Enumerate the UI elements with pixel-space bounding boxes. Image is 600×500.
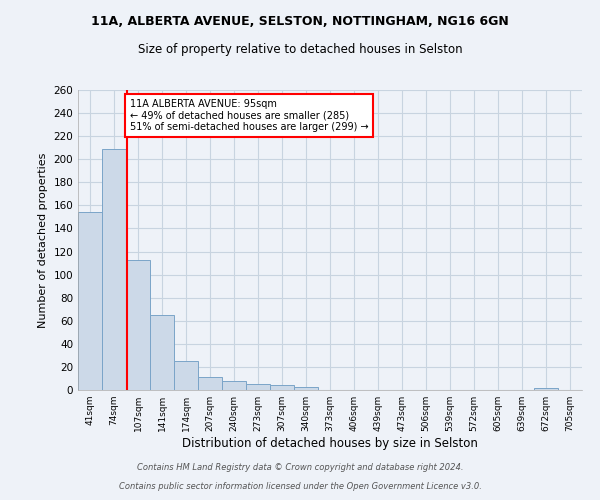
Text: Contains HM Land Registry data © Crown copyright and database right 2024.: Contains HM Land Registry data © Crown c… (137, 464, 463, 472)
Bar (150, 315, 174, 390)
Bar (270, 386, 294, 390)
Bar (198, 378, 222, 390)
Bar (78, 212, 102, 390)
Text: Size of property relative to detached houses in Selston: Size of property relative to detached ho… (137, 42, 463, 56)
Bar (102, 149, 126, 390)
Bar (126, 260, 150, 390)
Y-axis label: Number of detached properties: Number of detached properties (38, 152, 48, 328)
Bar (294, 386, 318, 390)
Text: 11A ALBERTA AVENUE: 95sqm
← 49% of detached houses are smaller (285)
51% of semi: 11A ALBERTA AVENUE: 95sqm ← 49% of detac… (130, 99, 368, 132)
Bar (174, 361, 198, 390)
Bar (534, 388, 558, 390)
Text: 11A, ALBERTA AVENUE, SELSTON, NOTTINGHAM, NG16 6GN: 11A, ALBERTA AVENUE, SELSTON, NOTTINGHAM… (91, 15, 509, 28)
Bar (246, 384, 270, 390)
Text: Contains public sector information licensed under the Open Government Licence v3: Contains public sector information licen… (119, 482, 481, 491)
X-axis label: Distribution of detached houses by size in Selston: Distribution of detached houses by size … (182, 437, 478, 450)
Bar (222, 381, 246, 390)
